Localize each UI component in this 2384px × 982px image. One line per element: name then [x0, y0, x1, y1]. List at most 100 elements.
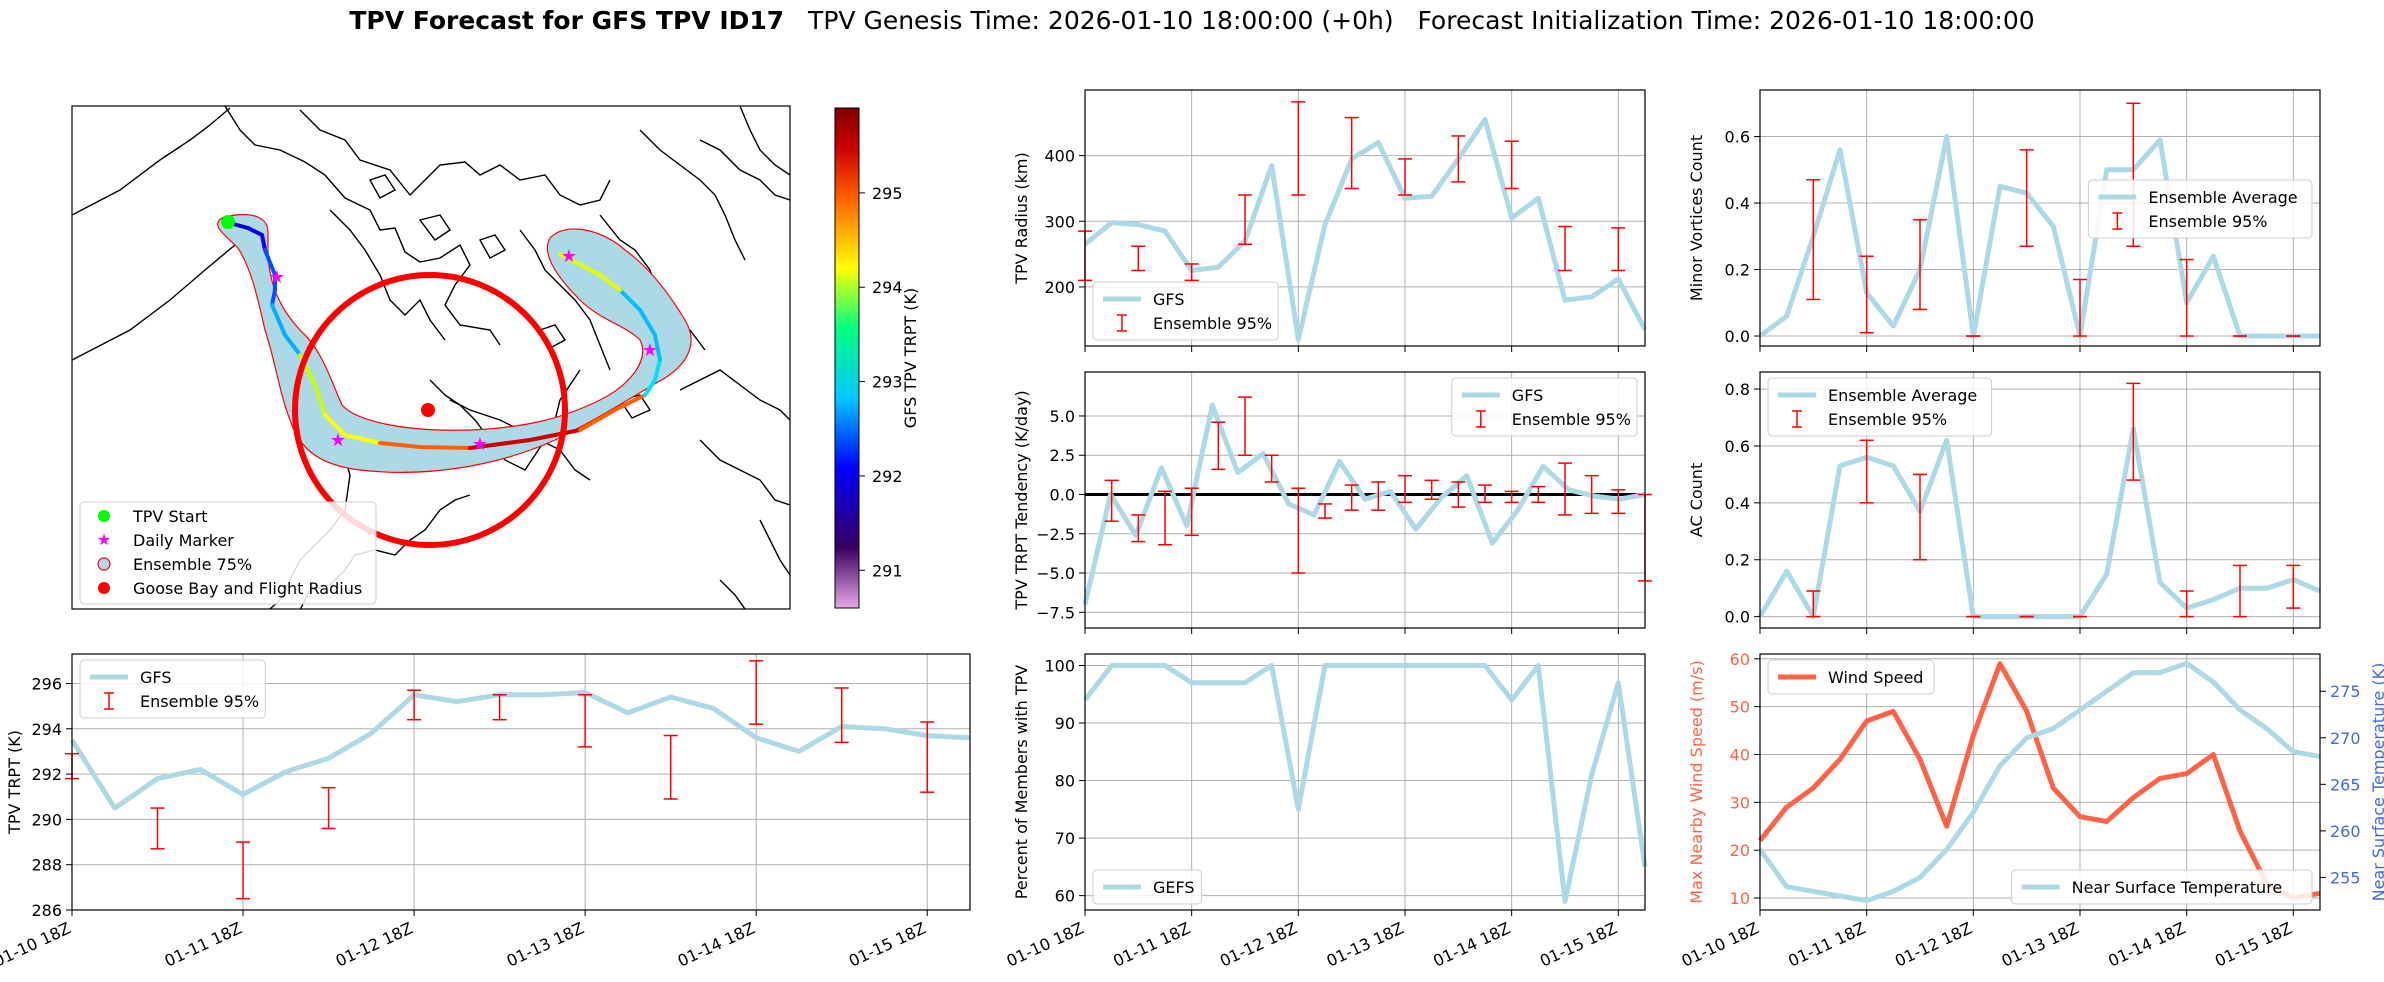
legend-ensemble-icon — [97, 557, 111, 571]
series-line-near-surface-temperature — [1757, 660, 2321, 904]
y-tick-label: 0.2 — [1725, 261, 1750, 280]
y-tick-label: 60 — [1055, 887, 1075, 906]
x-tick-label: 01-11 18Z — [1110, 918, 1193, 970]
y-tick-label: 0.2 — [1725, 551, 1750, 570]
legend-label: Ensemble Average — [1828, 386, 1977, 405]
y-tick-label: 60 — [1730, 650, 1750, 669]
panel-trpt: 286 288 290 292 294 296 01-10 18Z 01-11 18Z 01-1… — [0, 653, 971, 971]
y-tick-label: −2.5 — [1036, 525, 1075, 544]
ensemble-75-envelope — [217, 213, 692, 473]
series-line-gefs — [1083, 663, 1648, 904]
plot-frame — [1084, 653, 1646, 911]
legend: GFS Ensemble 95% — [1092, 281, 1279, 341]
y2-tick-label: 270 — [2330, 729, 2361, 748]
legend-box — [1767, 377, 1993, 437]
x-tick-label: 01-14 18Z — [675, 918, 758, 970]
legend-label: Ensemble 95% — [1512, 410, 1631, 429]
series-line-gfs — [1082, 402, 1646, 605]
x-tick-label: 01-14 18Z — [2105, 918, 2188, 970]
daily-marker: ★ — [561, 246, 577, 267]
y-tick-label: 296 — [31, 674, 62, 693]
legend-label: GFS — [1153, 290, 1184, 309]
y-tick-label: 2.5 — [1050, 446, 1075, 465]
legend-ensemble-label: Ensemble 75% — [133, 555, 252, 574]
legend-label: Ensemble 95% — [1828, 410, 1947, 429]
y2-tick-label: 255 — [2330, 868, 2361, 887]
y-axis-label: TPV TRPT Tendency (K/day) — [1012, 390, 1031, 610]
y-tick-label: 30 — [1730, 793, 1750, 812]
series-line-ensemble-average — [1758, 134, 2320, 339]
x-tick-label: 01-13 18Z — [1999, 918, 2082, 970]
plot-frame — [1759, 371, 2321, 629]
plot-frame — [1084, 371, 1646, 629]
legend-start-icon — [98, 510, 110, 522]
y2-tick-label: 275 — [2330, 682, 2361, 701]
legend-box — [1092, 869, 1202, 905]
y-axis-label: Max Nearby Wind Speed (m/s) — [1687, 660, 1706, 903]
y-tick-label: 0.4 — [1725, 494, 1750, 513]
y-tick-label: 0.6 — [1725, 437, 1750, 456]
y-tick-label: 288 — [31, 856, 62, 875]
x-tick-label: 01-13 18Z — [1324, 918, 1407, 970]
y-tick-label: 90 — [1055, 714, 1075, 733]
plot-frame — [1759, 89, 2321, 347]
x-tick-label: 01-10 18Z — [0, 918, 74, 970]
legend: GFS Ensemble 95% — [79, 659, 266, 719]
legend-label: Ensemble 95% — [140, 692, 259, 711]
colorbar-tick-label: 295 — [872, 184, 903, 203]
tpv-start-marker — [221, 215, 235, 229]
legend-star-icon: ★ — [97, 530, 111, 549]
legend-label: GEFS — [1153, 878, 1195, 897]
y-tick-label: 292 — [31, 765, 62, 784]
x-tick-label: 01-11 18Z — [162, 918, 245, 970]
y-tick-label: 40 — [1730, 745, 1750, 764]
legend-goose-icon — [98, 582, 110, 594]
goose-bay-marker — [421, 403, 435, 417]
series-line-ensemble-average — [1757, 426, 2321, 620]
y-tick-label: 300 — [1044, 212, 1075, 231]
y-tick-label: 0.8 — [1725, 380, 1750, 399]
x-tick-label: 01-13 18Z — [504, 918, 587, 970]
legend: GFS Ensemble 95% — [1451, 377, 1638, 437]
y-axis-label: AC Count — [1687, 463, 1706, 537]
colorbar-label: GFS TPV TRPT (K) — [901, 288, 920, 428]
colorbar-ticks: 291 292 293 294 295 — [859, 184, 903, 580]
y-tick-label: 0.4 — [1725, 194, 1750, 213]
x-tick-label: 01-11 18Z — [1785, 918, 1868, 970]
plot-frame — [1759, 653, 2321, 911]
map-colorbar: 291 292 293 294 295 GFS TPV TRPT (K) — [834, 107, 920, 609]
map-panel: ★ ★ ★ ★ ★ TPV Start ★ Daily Marker Ensem… — [71, 105, 920, 610]
panel-tendency: −7.5 −5.0 −2.5 0.0 2.5 5.0 TPV TRPT Tendency (… — [1012, 371, 1652, 634]
x-tick-label: 01-12 18Z — [333, 918, 416, 970]
y-tick-label: 80 — [1055, 772, 1075, 791]
map-legend: TPV Start ★ Daily Marker Ensemble 75% Go… — [79, 501, 377, 605]
colorbar-tick-label: 293 — [872, 373, 903, 392]
y-tick-label: 50 — [1730, 698, 1750, 717]
y-tick-label: 200 — [1044, 278, 1075, 297]
legend-label: GFS — [140, 668, 171, 687]
legend-label: Ensemble 95% — [2148, 212, 2267, 231]
legend-label: Near Surface Temperature — [2072, 878, 2283, 897]
y-axis-label: Minor Vortices Count — [1687, 135, 1706, 301]
legend: GEFS — [1092, 869, 1202, 905]
title-genesis: TPV Genesis Time: 2026-01-10 18:00:00 (+… — [808, 6, 1394, 35]
y-tick-label: 70 — [1055, 829, 1075, 848]
panel-wind_temp: 10 20 30 40 50 60 255 260 265 270 275 Near Surface … — [1679, 650, 2384, 971]
series-line-wind-speed — [1758, 661, 2321, 901]
colorbar-tick-label: 292 — [872, 467, 903, 486]
legend-label: Wind Speed — [1828, 668, 1923, 687]
y-axis-label: TPV Radius (km) — [1012, 152, 1031, 285]
y2-axis-label: Near Surface Temperature (K) — [2369, 663, 2384, 902]
y2-tick-label: 260 — [2330, 822, 2361, 841]
legend-label: GFS — [1512, 386, 1543, 405]
x-tick-label: 01-15 18Z — [846, 918, 929, 970]
x-tick-label: 01-10 18Z — [1004, 918, 1087, 970]
daily-marker: ★ — [472, 434, 488, 455]
legend-label: Ensemble Average — [2148, 188, 2297, 207]
legend-box — [2011, 869, 2313, 905]
figure-title: TPV Forecast for GFS TPV ID17 TPV Genesi… — [0, 6, 2384, 35]
x-tick-label: 01-14 18Z — [1430, 918, 1513, 970]
legend-box — [1767, 659, 1935, 695]
